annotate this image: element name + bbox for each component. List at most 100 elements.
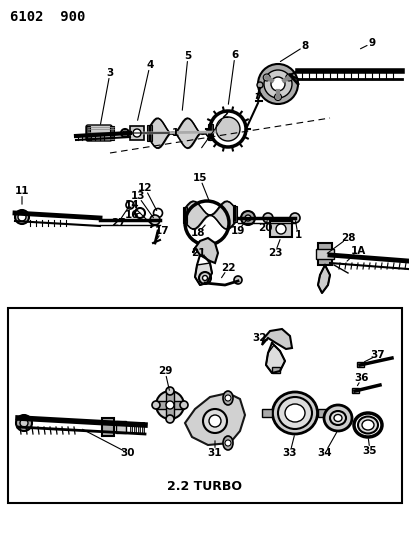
Bar	[261, 409, 271, 417]
Circle shape	[234, 276, 241, 284]
Text: 16: 16	[124, 210, 139, 220]
Bar	[232, 206, 236, 222]
Ellipse shape	[333, 415, 341, 422]
Text: 4: 4	[146, 60, 153, 70]
Bar	[317, 409, 327, 417]
Bar	[271, 367, 279, 373]
Text: 8: 8	[301, 41, 308, 51]
Text: 31: 31	[207, 448, 222, 458]
Text: 7: 7	[254, 93, 261, 103]
Circle shape	[16, 415, 32, 431]
Ellipse shape	[222, 436, 232, 450]
Text: 18: 18	[190, 228, 205, 238]
Circle shape	[263, 74, 270, 81]
Text: 35: 35	[362, 446, 376, 456]
Bar	[102, 418, 114, 436]
Circle shape	[225, 395, 230, 401]
Bar	[110, 126, 114, 140]
Circle shape	[15, 210, 29, 224]
Circle shape	[289, 213, 299, 223]
Text: 15: 15	[192, 173, 207, 183]
Bar	[130, 126, 144, 140]
Polygon shape	[193, 238, 218, 263]
Polygon shape	[317, 265, 329, 293]
Circle shape	[262, 213, 272, 223]
Text: 20: 20	[257, 223, 272, 233]
Polygon shape	[261, 329, 291, 349]
Circle shape	[202, 276, 207, 280]
Polygon shape	[195, 263, 211, 285]
Bar	[166, 391, 173, 419]
Text: 13: 13	[130, 191, 145, 201]
Polygon shape	[265, 345, 284, 373]
Text: 37: 37	[370, 350, 384, 360]
Bar	[315, 249, 333, 259]
Circle shape	[216, 117, 239, 141]
Text: 6: 6	[231, 50, 238, 60]
Bar	[142, 422, 144, 433]
Text: 22: 22	[220, 263, 235, 273]
Circle shape	[256, 82, 262, 88]
Bar	[155, 401, 184, 409]
Circle shape	[209, 415, 220, 427]
Bar	[317, 243, 331, 265]
Text: 30: 30	[121, 448, 135, 458]
Text: 27: 27	[110, 218, 125, 228]
Text: 36: 36	[354, 373, 369, 383]
Circle shape	[18, 213, 26, 221]
Ellipse shape	[222, 391, 232, 405]
Text: 2.2 TURBO: 2.2 TURBO	[167, 480, 242, 493]
Bar	[138, 422, 140, 433]
Circle shape	[275, 224, 285, 234]
Circle shape	[166, 401, 173, 409]
Text: 28: 28	[340, 233, 354, 243]
Text: 2: 2	[221, 110, 228, 120]
Ellipse shape	[284, 404, 304, 422]
Bar	[207, 124, 213, 140]
Circle shape	[270, 77, 284, 91]
Circle shape	[150, 215, 160, 225]
Circle shape	[198, 272, 211, 284]
Circle shape	[180, 401, 188, 409]
Circle shape	[245, 215, 250, 221]
Text: 21: 21	[190, 248, 205, 258]
Text: 34: 34	[317, 448, 332, 458]
Text: 9: 9	[368, 38, 375, 48]
Circle shape	[166, 387, 173, 395]
Bar	[270, 221, 291, 237]
Circle shape	[274, 93, 281, 101]
Circle shape	[202, 409, 227, 433]
Text: 14: 14	[124, 200, 139, 210]
Text: 6102  900: 6102 900	[10, 10, 85, 24]
Ellipse shape	[272, 392, 317, 434]
Text: 23: 23	[267, 248, 281, 258]
Bar	[182, 207, 187, 223]
Text: 5: 5	[184, 51, 191, 61]
Polygon shape	[184, 393, 245, 445]
Text: 32: 32	[252, 333, 267, 343]
Ellipse shape	[329, 411, 345, 425]
Bar	[8, 308, 401, 503]
Circle shape	[225, 440, 230, 446]
Bar	[86, 126, 90, 140]
Text: 29: 29	[157, 366, 172, 376]
Circle shape	[152, 401, 160, 409]
Circle shape	[263, 70, 291, 98]
Text: 17: 17	[154, 226, 169, 236]
Text: 1: 1	[171, 128, 178, 138]
Bar	[134, 422, 136, 433]
Ellipse shape	[323, 405, 351, 431]
Circle shape	[155, 391, 184, 419]
Text: 33: 33	[282, 448, 297, 458]
Ellipse shape	[357, 416, 377, 433]
Circle shape	[257, 64, 297, 104]
Text: 1A: 1A	[350, 246, 365, 256]
Ellipse shape	[277, 397, 311, 429]
Text: 12: 12	[137, 183, 152, 193]
Text: 11: 11	[15, 186, 29, 196]
Circle shape	[20, 419, 28, 427]
Bar	[116, 421, 126, 433]
Circle shape	[166, 415, 173, 423]
Circle shape	[240, 211, 254, 225]
Text: 19: 19	[230, 226, 245, 236]
